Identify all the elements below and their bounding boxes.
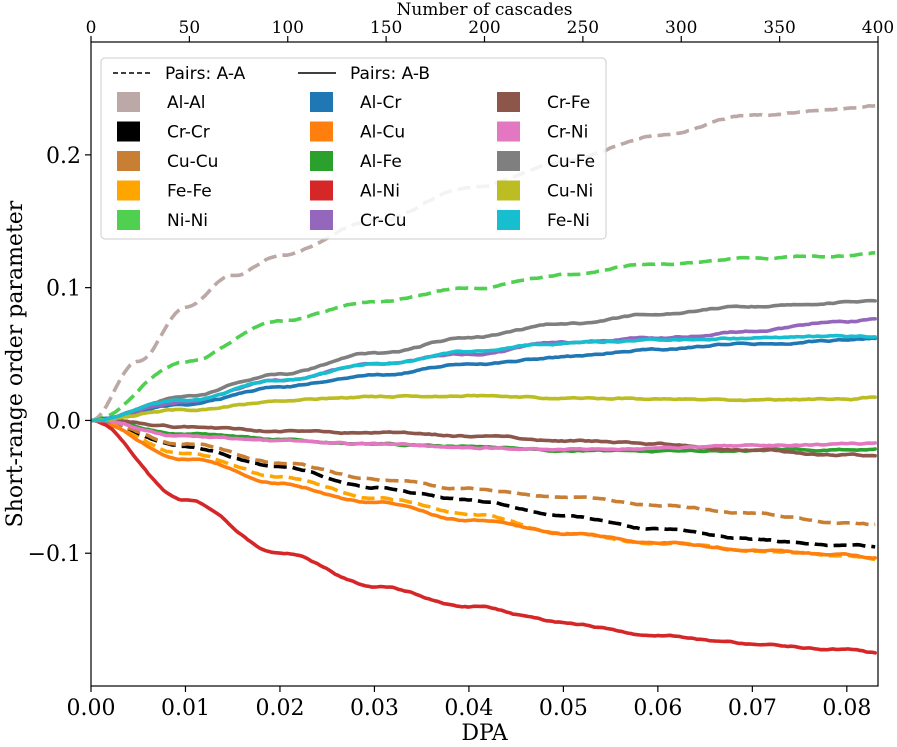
series-line-cu-cu xyxy=(91,418,876,527)
y-tick-label-1: 0.0 xyxy=(46,409,81,434)
series-line-cr-cu xyxy=(91,317,877,423)
series-line-al-ni xyxy=(91,418,877,655)
legend-label-fe-fe: Fe-Fe xyxy=(167,182,212,202)
plot-area xyxy=(91,103,877,655)
x2-tick-label-4: 200 xyxy=(468,18,500,38)
legend-label-cu-fe: Cu-Fe xyxy=(547,152,595,172)
series-line-cu-ni xyxy=(91,393,877,423)
legend-swatch-al-cu xyxy=(310,121,333,142)
legend-swatch-al-ni xyxy=(310,180,333,201)
x-tick-label-2: 0.02 xyxy=(255,696,304,721)
legend-label-fe-ni: Fe-Ni xyxy=(547,211,590,231)
legend-label-cu-cu: Cu-Cu xyxy=(167,152,218,172)
axes: 0.00 0.01 0.02 0.03 0.04 0.05 0.06 0.07 0.08 0 50 1… xyxy=(3,0,894,746)
x2-tick-label-8: 400 xyxy=(862,18,894,38)
legend-swatch-al-cr xyxy=(310,92,333,112)
legend-swatch-cr-fe xyxy=(497,92,520,112)
legend-header-label-1: Pairs: A-B xyxy=(350,64,430,84)
x2-tick-label-3: 150 xyxy=(370,18,402,38)
legend-box xyxy=(100,57,607,240)
y-tick-label-0: −0.1 xyxy=(28,542,81,567)
x2-tick-label-6: 300 xyxy=(665,18,697,38)
legend-label-al-al: Al-Al xyxy=(167,93,205,113)
legend-swatch-fe-fe xyxy=(117,180,140,201)
legend-label-cr-fe: Cr-Fe xyxy=(547,93,590,113)
series-line-cr-ni xyxy=(91,418,877,452)
y-tick-label-3: 0.2 xyxy=(46,144,81,169)
x2-tick-label-7: 350 xyxy=(763,18,795,38)
x-tick-label-4: 0.04 xyxy=(444,696,493,721)
series-line-cu-fe xyxy=(91,298,877,423)
series-line-ni-ni xyxy=(91,251,876,423)
x-tick-label-6: 0.06 xyxy=(633,696,682,721)
legend-label-al-cr: Al-Cr xyxy=(360,93,401,113)
legend-label-cr-ni: Cr-Ni xyxy=(547,123,588,143)
legend-label-cr-cr: Cr-Cr xyxy=(167,123,210,143)
legend-swatch-cr-cr xyxy=(117,121,140,142)
legend: Pairs: A-A Pairs: A-B Al-Al Cr-Cr Cu-Cu Fe-Fe… xyxy=(100,57,607,240)
legend-label-cu-ni: Cu-Ni xyxy=(547,182,593,202)
legend-label-ni-ni: Ni-Ni xyxy=(167,211,208,231)
x2-tick-label-0: 0 xyxy=(86,18,97,38)
legend-swatch-cr-ni xyxy=(497,121,520,142)
x-tick-label-5: 0.05 xyxy=(539,696,588,721)
x-tick-label-7: 0.07 xyxy=(728,696,777,721)
legend-header-label-0: Pairs: A-A xyxy=(165,64,246,84)
series-line-al-cr xyxy=(91,336,877,423)
legend-label-al-cu: Al-Cu xyxy=(360,123,405,143)
legend-swatch-fe-ni xyxy=(497,210,520,230)
series-line-cr-fe xyxy=(91,417,877,458)
y-axis-title: Short-range order parameter xyxy=(3,200,28,527)
series-line-al-cu xyxy=(91,418,877,560)
legend-swatch-ni-ni xyxy=(117,210,140,230)
x2-tick-label-1: 50 xyxy=(179,18,201,38)
x-tick-label-0: 0.00 xyxy=(67,696,116,721)
x-tick-label-3: 0.03 xyxy=(350,696,399,721)
legend-swatch-cr-cu xyxy=(310,210,333,230)
series-line-fe-ni xyxy=(91,333,877,423)
x2-tick-label-2: 100 xyxy=(272,18,304,38)
x-axis-title: DPA xyxy=(461,721,508,746)
legend-swatch-al-fe xyxy=(310,151,333,171)
legend-swatch-cu-ni xyxy=(497,180,520,201)
legend-label-al-ni: Al-Ni xyxy=(360,182,400,202)
x2-axis-title: Number of cascades xyxy=(396,0,572,20)
x2-tick-label-5: 250 xyxy=(567,18,599,38)
legend-swatch-al-al xyxy=(117,92,140,112)
legend-label-al-fe: Al-Fe xyxy=(360,152,402,172)
legend-swatch-cu-cu xyxy=(117,151,140,171)
legend-swatch-cu-fe xyxy=(497,151,520,171)
series-line-cr-cr xyxy=(91,418,876,549)
x-tick-label-1: 0.01 xyxy=(161,696,210,721)
y-tick-label-2: 0.1 xyxy=(46,277,81,302)
x-tick-label-8: 0.08 xyxy=(822,696,871,721)
legend-label-cr-cu: Cr-Cu xyxy=(360,211,407,231)
